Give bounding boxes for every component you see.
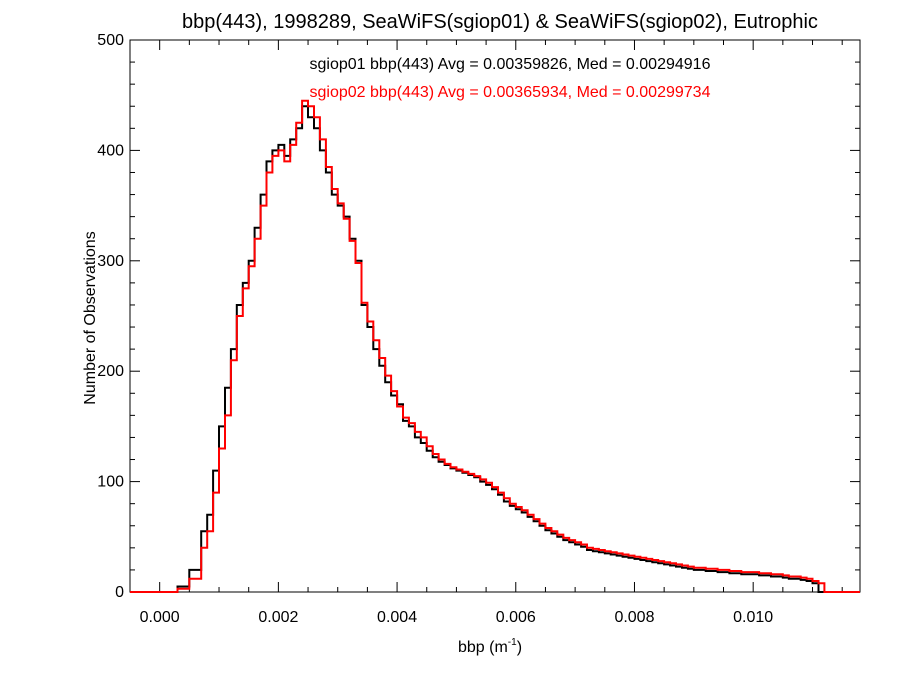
y-axis: 0 100 200 300 400 500	[97, 32, 860, 601]
plot-border	[129, 39, 861, 593]
x-axis-label-sup: -1	[508, 637, 517, 648]
x-tick-label: 0.000	[140, 609, 180, 626]
series-layer	[130, 99, 860, 593]
x-axis-label-base: bbp (m	[458, 639, 508, 656]
chart-title: bbp(443), 1998289, SeaWiFS(sgiop01) & Se…	[182, 11, 818, 33]
x-axis-label: bbp (m-1)	[458, 637, 522, 656]
x-tick-label: 0.008	[614, 609, 654, 626]
x-tick-label: 0.004	[377, 609, 417, 626]
y-tick-label: 400	[97, 142, 124, 159]
x-axis-label-close: )	[517, 639, 522, 656]
y-tick-label: 200	[97, 363, 124, 380]
plot-frame	[129, 39, 861, 593]
series-line-sgiop02	[130, 99, 860, 593]
y-tick-label: 100	[97, 474, 124, 491]
x-axis: 0.000 0.002 0.004 0.006 0.008 0.010	[129, 40, 843, 626]
x-tick-label: 0.006	[496, 609, 536, 626]
series-annotation-sgiop01: sgiop01 bbp(443) Avg = 0.00359826, Med =…	[310, 56, 711, 73]
y-tick-label: 0	[115, 584, 124, 601]
x-tick-label: 0.010	[733, 609, 773, 626]
y-axis-label: Number of Observations	[82, 231, 99, 404]
series-line-sgiop01	[130, 105, 860, 593]
series-annotation-sgiop02: sgiop02 bbp(443) Avg = 0.00365934, Med =…	[310, 84, 711, 101]
y-tick-label: 500	[97, 32, 124, 49]
y-tick-label: 300	[97, 253, 124, 270]
x-tick-label: 0.002	[258, 609, 298, 626]
